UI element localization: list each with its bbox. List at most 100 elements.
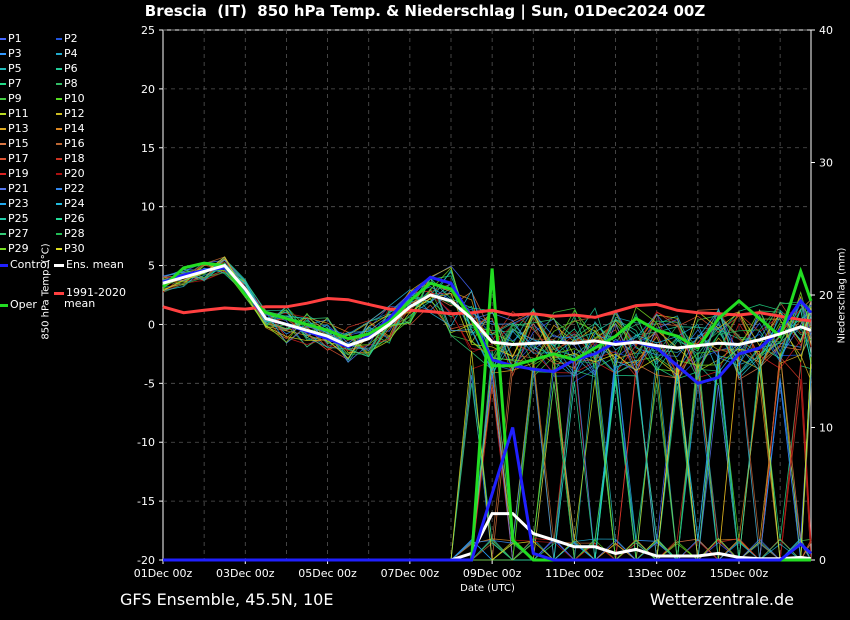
member-temp-line xyxy=(162,263,812,374)
member-precip-line xyxy=(163,355,811,561)
legend-item-member: P23 xyxy=(0,198,29,210)
legend-label: P15 xyxy=(8,137,29,150)
y-tick-label-left: 20 xyxy=(141,83,155,96)
y-tick-label-left: -20 xyxy=(137,554,155,567)
legend-swatch xyxy=(56,218,62,220)
member-precip-line xyxy=(163,350,811,561)
legend-item-member: P19 xyxy=(0,168,29,180)
legend-swatch xyxy=(0,218,6,220)
y-axis-label-left: 850 hPa Temp. (°C) xyxy=(40,243,52,340)
member-precip-line xyxy=(163,353,812,561)
legend-swatch xyxy=(56,98,62,100)
footer-site-name: Wetterzentrale.de xyxy=(649,590,794,609)
legend-item-member: P28 xyxy=(56,228,85,240)
y-tick-label-left: 10 xyxy=(141,201,155,214)
legend-item-member: P11 xyxy=(0,108,29,120)
legend-label: 1991-2020 xyxy=(66,286,126,299)
legend-item-member: P17 xyxy=(0,153,29,165)
legend-swatch xyxy=(0,173,6,175)
legend-label: P26 xyxy=(64,212,85,225)
legend-item-member: P22 xyxy=(56,183,85,195)
member-temp-line xyxy=(162,256,812,376)
legend-swatch xyxy=(0,233,6,235)
y-tick-label-left: -15 xyxy=(137,495,155,508)
legend-label: P8 xyxy=(64,77,78,90)
legend-swatch xyxy=(56,173,62,175)
legend-swatch xyxy=(0,83,6,85)
legend-item-member: P14 xyxy=(56,123,85,135)
legend-item-member: P20 xyxy=(56,168,85,180)
legend-item-member: P12 xyxy=(56,108,85,120)
legend-label: P21 xyxy=(8,182,29,195)
y-tick-label-right: 30 xyxy=(819,157,833,170)
x-tick-label: 01Dec 00z xyxy=(134,567,193,580)
legend-label: P19 xyxy=(8,167,29,180)
legend-swatch xyxy=(0,98,6,100)
legend-item-member: P27 xyxy=(0,228,29,240)
member-precip-line xyxy=(163,356,812,561)
member-precip-line xyxy=(163,350,811,561)
legend-label: P7 xyxy=(8,77,22,90)
legend-swatch xyxy=(0,38,6,40)
legend-swatch xyxy=(0,128,6,130)
legend-label: P1 xyxy=(8,32,22,45)
x-tick-label: 15Dec 00z xyxy=(710,567,769,580)
legend-item-member: P3 xyxy=(0,48,22,60)
member-precip-line xyxy=(163,354,812,561)
legend-label: P17 xyxy=(8,152,29,165)
legend-item-member: P16 xyxy=(56,138,85,150)
legend-label: P3 xyxy=(8,47,22,60)
legend-item-member: P21 xyxy=(0,183,29,195)
y-tick-label-right: 40 xyxy=(819,24,833,37)
member-temp-line xyxy=(162,264,812,381)
legend-label: Ens. mean xyxy=(66,258,124,271)
legend-label: P14 xyxy=(64,122,85,135)
legend-swatch xyxy=(56,143,62,145)
legend-item-member: P25 xyxy=(0,213,29,225)
x-tick-label: 09Dec 00z xyxy=(463,567,522,580)
legend-label: P6 xyxy=(64,62,78,75)
legend-item-member: P13 xyxy=(0,123,29,135)
member-precip-line xyxy=(163,350,811,561)
legend-item-climate: 1991-2020 xyxy=(54,287,126,299)
member-precip-line xyxy=(163,355,812,561)
legend-swatch xyxy=(56,233,62,235)
member-precip-line xyxy=(163,354,812,561)
legend-label: P30 xyxy=(64,242,85,255)
legend-swatch xyxy=(0,68,6,70)
member-precip-line xyxy=(163,353,812,561)
member-temp-line xyxy=(162,267,812,378)
member-precip-line xyxy=(163,350,811,561)
member-precip-line xyxy=(163,358,812,561)
legend-swatch xyxy=(0,53,6,55)
legend-item-member: P4 xyxy=(56,48,78,60)
legend-swatch xyxy=(0,143,6,145)
legend-swatch xyxy=(56,248,62,250)
legend-label: Control xyxy=(10,258,50,271)
legend-swatch xyxy=(0,248,6,250)
legend-item-member: P5 xyxy=(0,63,22,75)
x-tick-label: 11Dec 00z xyxy=(545,567,604,580)
legend-label: P27 xyxy=(8,227,29,240)
legend-swatch xyxy=(0,203,6,205)
y-axis-label-right: Niederschlag (mm) xyxy=(836,247,848,344)
legend-item-member: P24 xyxy=(56,198,85,210)
y-tick-label-left: 15 xyxy=(141,142,155,155)
legend-label: P12 xyxy=(64,107,85,120)
y-tick-label-left: 0 xyxy=(148,318,155,331)
y-tick-label-right: 10 xyxy=(819,422,833,435)
legend-swatch xyxy=(0,303,8,307)
legend-swatch xyxy=(54,291,64,295)
legend-item-ens-mean: Ens. mean xyxy=(54,259,124,271)
legend-swatch xyxy=(56,113,62,115)
x-tick-label: 05Dec 00z xyxy=(298,567,357,580)
legend-item-member: P10 xyxy=(56,93,85,105)
legend-swatch xyxy=(56,83,62,85)
legend-label: P29 xyxy=(8,242,29,255)
y-tick-label-right: 0 xyxy=(819,554,826,567)
legend-label: P5 xyxy=(8,62,22,75)
legend-label: P18 xyxy=(64,152,85,165)
y-tick-label-left: -5 xyxy=(144,377,155,390)
legend-swatch xyxy=(0,263,8,267)
